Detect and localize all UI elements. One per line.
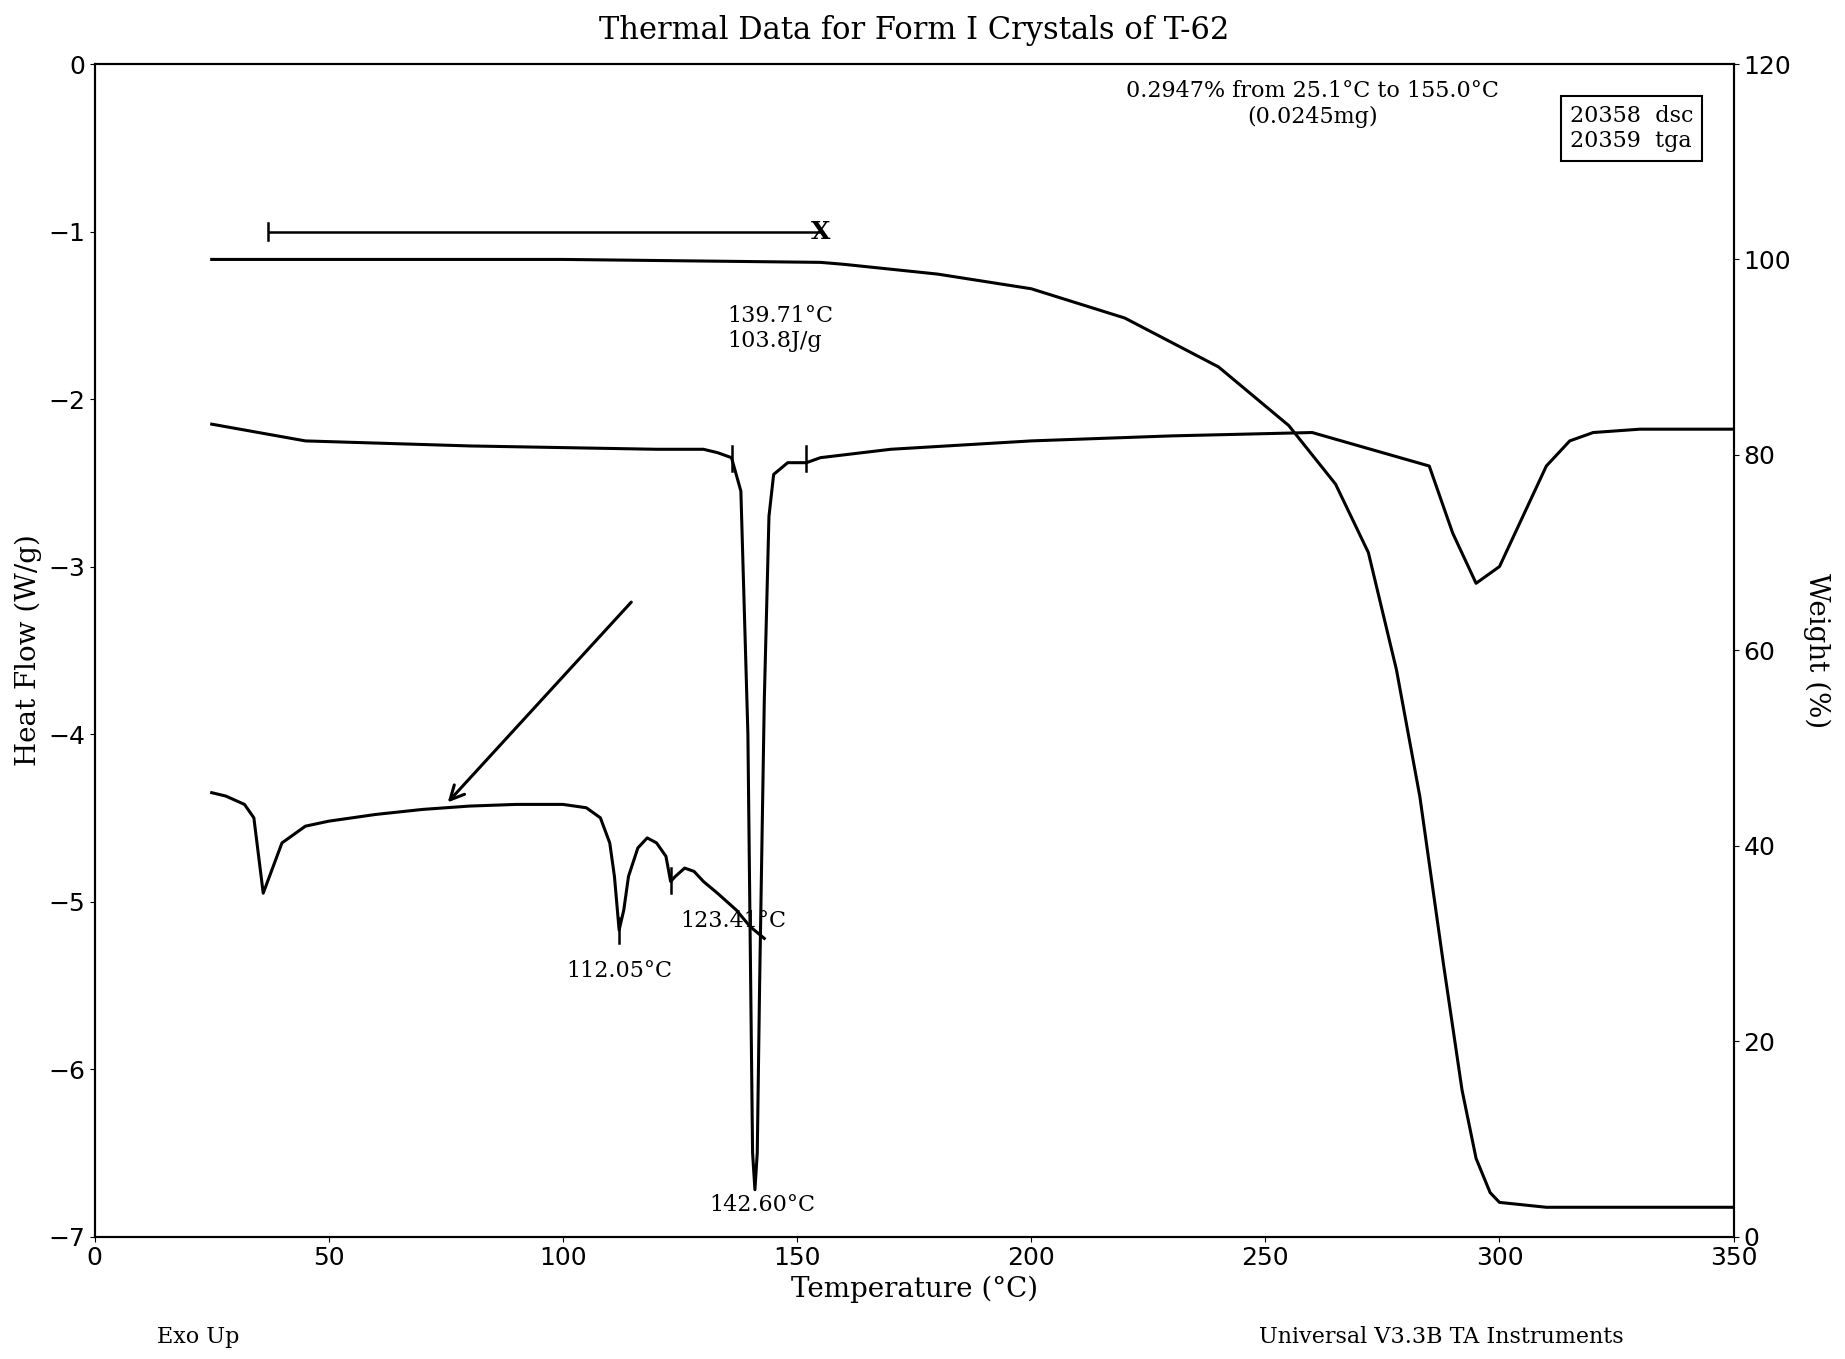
Y-axis label: Heat Flow (W/g): Heat Flow (W/g) [15,534,42,766]
Text: Universal V3.3B TA Instruments: Universal V3.3B TA Instruments [1258,1325,1624,1348]
Text: X: X [810,220,830,243]
Title: Thermal Data for Form I Crystals of T-62: Thermal Data for Form I Crystals of T-62 [600,15,1229,46]
X-axis label: Temperature (°C): Temperature (°C) [790,1276,1037,1303]
Y-axis label: Weight (%): Weight (%) [1803,572,1830,728]
Text: Exo Up: Exo Up [157,1325,240,1348]
Text: 112.05°C: 112.05°C [566,961,672,983]
Text: 123.41°C: 123.41°C [681,911,786,932]
Text: 139.71°C
103.8J/g: 139.71°C 103.8J/g [727,304,832,352]
Text: 0.2947% from 25.1°C to 155.0°C
(0.0245mg): 0.2947% from 25.1°C to 155.0°C (0.0245mg… [1125,80,1498,128]
Text: 20358  dsc
20359  tga: 20358 dsc 20359 tga [1570,105,1694,152]
Text: 142.60°C: 142.60°C [708,1195,815,1216]
